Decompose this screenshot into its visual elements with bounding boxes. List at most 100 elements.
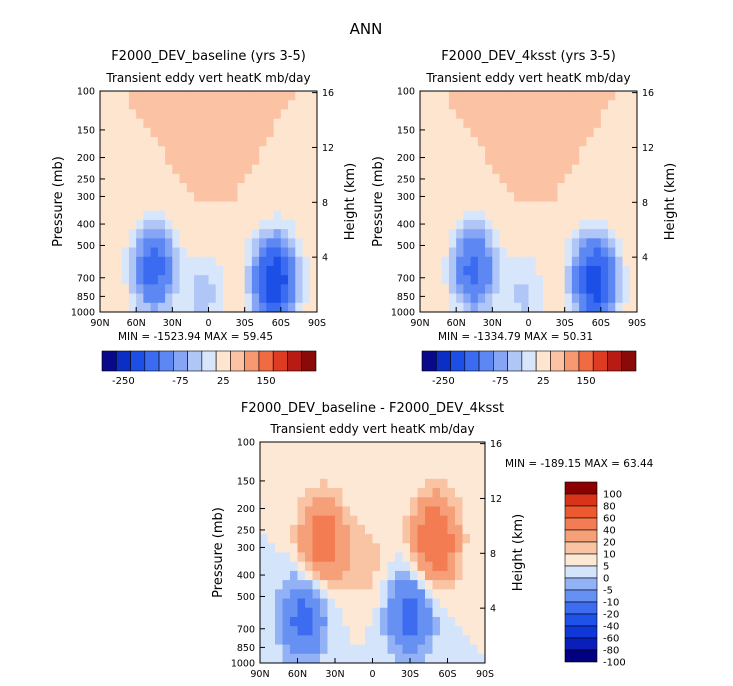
field-cell: [172, 219, 181, 230]
field-cell: [600, 137, 609, 147]
field-cell: [440, 488, 449, 498]
field-cell: [273, 91, 282, 101]
field-cell: [121, 127, 130, 138]
field-cell: [273, 201, 282, 212]
colorbar-swatch: [564, 649, 598, 663]
field-cell: [327, 616, 336, 627]
field-cell: [302, 109, 311, 120]
field-cell: [448, 183, 457, 193]
field-cell: [440, 451, 449, 462]
field-cell: [244, 118, 253, 129]
field-cell: [194, 284, 202, 295]
field-cell: [528, 275, 537, 285]
field-cell: [615, 284, 624, 295]
field-cell: [165, 118, 173, 129]
field-cell: [251, 293, 260, 304]
field-cell: [477, 118, 486, 129]
field-cell: [222, 247, 231, 258]
field-cell: [535, 118, 544, 129]
field-cell: [441, 183, 450, 193]
field-cell: [136, 238, 144, 249]
field-cell: [179, 164, 188, 175]
field-cell: [387, 589, 396, 600]
field-cell: [615, 100, 624, 111]
y-tick-label: 100: [397, 87, 415, 98]
field-cell: [172, 118, 181, 129]
field-cell: [557, 155, 566, 166]
field-cell: [259, 155, 267, 166]
field-cell: [462, 442, 471, 452]
field-cell: [463, 146, 472, 157]
field-cell: [557, 192, 566, 203]
field-cell: [327, 552, 336, 563]
field-cell: [288, 100, 296, 111]
field-cell: [593, 256, 602, 267]
field-cell: [100, 91, 108, 101]
field-cell: [447, 460, 456, 471]
field-cell: [557, 302, 566, 312]
field-cell: [456, 256, 464, 267]
x-tick-label: 60S: [438, 669, 456, 680]
field-cell: [462, 607, 471, 618]
field-cell: [157, 284, 166, 295]
field-cell: [237, 183, 246, 193]
field-cell: [622, 155, 631, 166]
field-cell: [447, 635, 456, 646]
field-cell: [521, 127, 530, 138]
field-cell: [557, 146, 566, 157]
field-cell: [387, 561, 396, 572]
field-cell: [477, 598, 485, 609]
field-cell: [194, 219, 202, 230]
field-cell: [251, 173, 260, 184]
field-cell: [312, 506, 321, 517]
field-cell: [477, 146, 486, 157]
field-cell: [260, 607, 269, 618]
field-cell: [463, 91, 472, 101]
colorbar-label: 0: [603, 574, 609, 585]
field-cell: [485, 293, 493, 304]
field-cell: [579, 192, 587, 203]
field-cell: [107, 238, 116, 249]
field-cell: [350, 616, 359, 627]
field-cell: [280, 275, 289, 285]
field-cell: [456, 229, 464, 239]
field-cell: [172, 302, 181, 312]
field-cell: [309, 229, 317, 239]
field-cell: [143, 247, 152, 258]
field-cell: [230, 284, 239, 295]
field-cell: [615, 118, 624, 129]
field-cell: [514, 284, 522, 295]
field-cell: [420, 210, 428, 221]
field-cell: [410, 607, 419, 618]
field-cell: [342, 561, 351, 572]
field-cell: [282, 524, 291, 535]
field-cell: [266, 164, 275, 175]
field-cell: [506, 302, 515, 312]
field-cell: [350, 506, 359, 517]
field-cell: [290, 469, 299, 480]
field-cell: [417, 580, 426, 590]
field-cell: [165, 229, 173, 239]
field-cell: [273, 183, 282, 193]
field-cell: [172, 164, 181, 175]
field-cell: [290, 635, 299, 646]
field-cell: [273, 219, 282, 230]
field-cell: [550, 256, 559, 267]
field-cell: [230, 173, 239, 184]
field-cell: [410, 644, 419, 655]
field-cell: [448, 302, 457, 312]
field-cell: [600, 127, 609, 138]
field-cell: [447, 478, 456, 489]
field-cell: [365, 442, 374, 452]
field-cell: [157, 173, 166, 184]
field-cell: [320, 552, 329, 563]
field-cell: [417, 442, 426, 452]
field-cell: [342, 478, 351, 489]
field-cell: [350, 653, 359, 663]
field-cell: [387, 570, 396, 581]
field-cell: [462, 598, 471, 609]
field-cell: [432, 524, 441, 535]
field-cell: [150, 265, 159, 276]
field-cell: [455, 534, 464, 544]
field-cell: [434, 302, 443, 312]
